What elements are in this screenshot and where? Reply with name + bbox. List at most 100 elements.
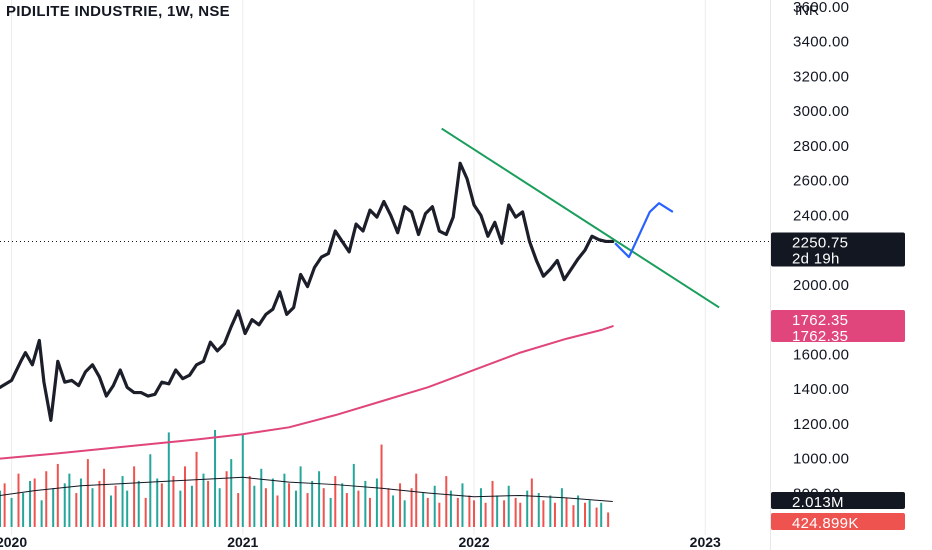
chart-grid (11, 0, 706, 535)
volume-bar (445, 476, 448, 527)
volume-bar (230, 459, 233, 527)
volume-bar (109, 495, 112, 527)
volume-bar (345, 493, 348, 527)
price-axis-separator (770, 0, 771, 550)
volume-bar (52, 488, 55, 527)
volume-bar (114, 485, 117, 527)
volume-bar (503, 500, 506, 527)
ma-value-label-text: 1762.35 (792, 328, 848, 345)
volume-bar (68, 473, 71, 527)
volume-bar (183, 466, 186, 527)
volume-bar (542, 500, 545, 527)
volume-bar (461, 483, 464, 527)
volume-bar (577, 495, 580, 527)
time-tick-label: 2023 (690, 534, 721, 550)
volume-bar (375, 478, 378, 527)
time-axis-background (0, 535, 770, 550)
volume-bar (190, 485, 193, 527)
time-tick-label: 2021 (227, 534, 258, 550)
volume-bar (248, 476, 251, 527)
volume-bar (225, 471, 228, 527)
price-tick-label: 3600.00 (793, 0, 849, 16)
last-price-label-bg (771, 232, 905, 267)
price-tick-label: 1200.00 (793, 416, 849, 433)
volume-bar (98, 480, 101, 527)
chart-title: PIDILITE INDUSTRIE, 1W, NSE (6, 3, 230, 20)
volume-bar (237, 493, 240, 527)
volume-bar (294, 490, 297, 527)
trendline (441, 127, 720, 309)
volume-bar (137, 480, 140, 527)
volume-bar (514, 497, 517, 527)
volume-bar (537, 493, 540, 527)
volume-bar (40, 500, 43, 527)
volume-bar (519, 502, 522, 527)
volume-bar (456, 497, 459, 527)
volume-bar (22, 493, 25, 527)
volume-bar (415, 473, 418, 527)
volume-bar (560, 488, 563, 527)
volume-bar (276, 495, 279, 527)
volume-value-label-bg (771, 492, 905, 509)
volume-bar (468, 495, 471, 527)
price-tick-label: 2600.00 (793, 173, 849, 190)
volume-bar (584, 502, 587, 527)
volume-bar (352, 463, 355, 527)
volume-bar (387, 488, 390, 527)
volume-bar (311, 480, 314, 527)
volume-bar (449, 490, 452, 527)
last-price-label-text: 2d 19h (792, 250, 840, 267)
volume-ma-value-label-bg (771, 513, 905, 530)
volume-bar (144, 497, 147, 527)
price-tick-label: 3000.00 (793, 103, 849, 120)
volume-bar (438, 502, 441, 527)
volume-bar (565, 497, 568, 527)
volume-bar (549, 495, 552, 527)
volume-bar (207, 480, 210, 527)
volume-bar (202, 473, 205, 527)
volume-bar (334, 476, 337, 527)
price-tick-label: 1000.00 (793, 451, 849, 468)
volume-bar (179, 490, 182, 527)
volume-ma-value-label-text: 424.899K (792, 515, 859, 532)
volume-bar (364, 480, 367, 527)
volume-bar (322, 488, 325, 527)
volume-bar (126, 490, 129, 527)
volume-bar (600, 502, 603, 527)
price-axis-background (771, 0, 932, 550)
volume-bar (341, 483, 344, 527)
volume-bar (91, 488, 94, 527)
volume-bars (0, 430, 613, 527)
volume-bar (329, 497, 332, 527)
volume-ma-line (0, 476, 613, 503)
volume-bar (392, 495, 395, 527)
volume-bar (241, 434, 244, 527)
price-tick-label: 2400.00 (793, 207, 849, 224)
volume-bar (426, 497, 429, 527)
volume-bar (17, 473, 20, 527)
volume-bar (121, 476, 124, 527)
volume-bar (133, 466, 136, 527)
volume-bar (299, 466, 302, 527)
volume-bar (357, 490, 360, 527)
volume-bar (410, 488, 413, 527)
last-price-label-text: 2250.75 (792, 234, 848, 251)
volume-bar (218, 488, 221, 527)
price-tick-label: 2000.00 (793, 277, 849, 294)
volume-bar (306, 493, 309, 527)
volume-bar (572, 505, 575, 527)
volume-bar (553, 502, 556, 527)
price-tick-label: 1400.00 (793, 381, 849, 398)
volume-bar (103, 468, 106, 527)
volume-bar (253, 485, 256, 527)
volume-value-label-text: 2.013M (792, 494, 844, 511)
volume-bar (484, 502, 487, 527)
volume-bar (10, 497, 13, 527)
volume-bar (195, 451, 198, 527)
volume-bar (33, 478, 36, 527)
currency-label: INR (795, 2, 819, 18)
volume-bar (167, 432, 170, 527)
